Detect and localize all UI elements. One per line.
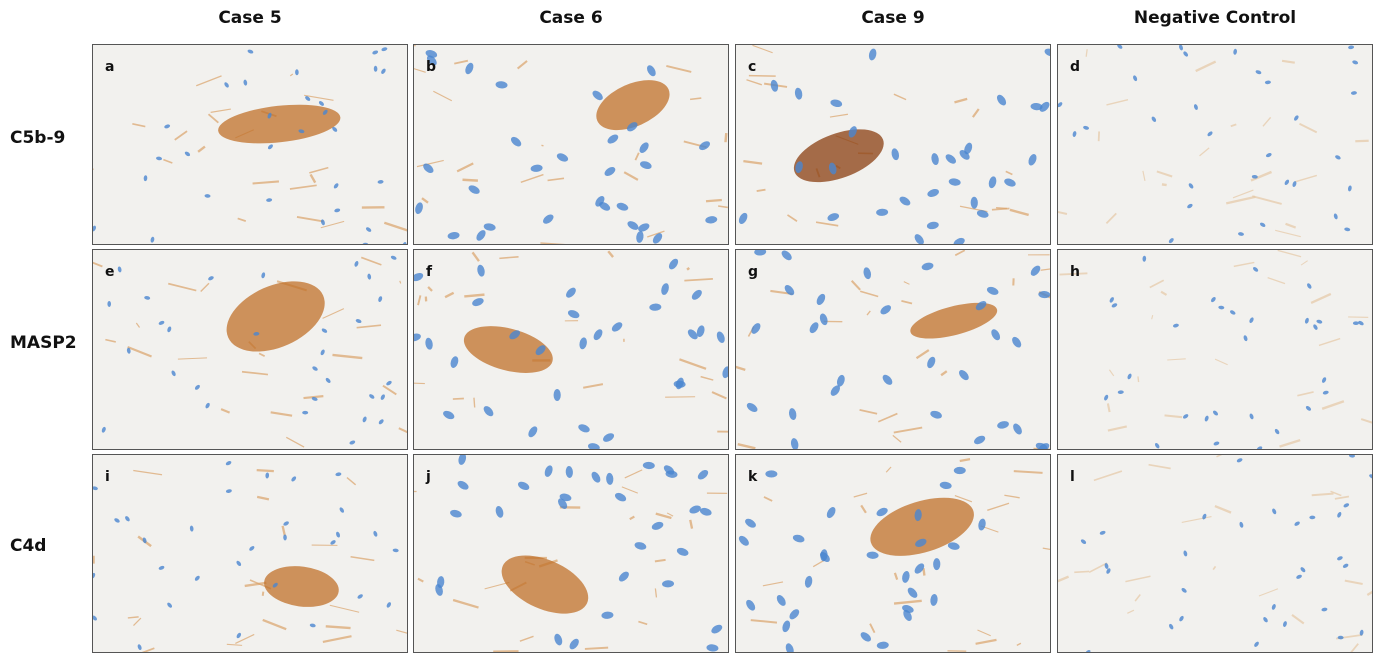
column-header: Case 5 [92,8,408,28]
panel-label: c [748,59,756,75]
micrograph-panel: b [413,44,729,245]
row-label: MASP2 [10,333,77,353]
panel-label: j [426,469,431,485]
micrograph-panel: g [735,249,1051,450]
tissue-image [93,250,408,450]
panel-label: h [1070,264,1080,280]
row-label: C4d [10,536,46,556]
micrograph-panel: e [92,249,408,450]
tissue-image [93,455,408,653]
tissue-image [414,455,729,653]
micrograph-panel: l [1057,454,1373,653]
tissue-image [414,45,729,245]
column-header: Negative Control [1057,8,1373,28]
panel-label: g [748,264,758,280]
micrograph-panel: f [413,249,729,450]
tissue-image [1058,45,1373,245]
micrograph-panel: h [1057,249,1373,450]
panel-label: b [426,59,436,75]
tissue-image [736,455,1051,653]
micrograph-panel: a [92,44,408,245]
micrograph-panel: c [735,44,1051,245]
tissue-image [93,45,408,245]
panel-label: k [748,469,757,485]
panel-label: d [1070,59,1080,75]
micrograph-panel: k [735,454,1051,653]
panel-label: e [105,264,115,280]
panel-label: l [1070,469,1075,485]
tissue-image [414,250,729,450]
micrograph-panel: j [413,454,729,653]
tissue-image [736,45,1051,245]
panel-label: a [105,59,114,75]
panel-label: f [426,264,432,280]
column-header: Case 6 [413,8,729,28]
micrograph-panel: i [92,454,408,653]
tissue-image [1058,250,1373,450]
figure: Case 5Case 6 Case 9 Negative Control C5b-9 M… [0,0,1379,653]
tissue-image [736,250,1051,450]
micrograph-panel: d [1057,44,1373,245]
row-label: C5b-9 [10,128,65,148]
panel-label: i [105,469,110,485]
column-header: Case 9 [735,8,1051,28]
tissue-image [1058,455,1373,653]
